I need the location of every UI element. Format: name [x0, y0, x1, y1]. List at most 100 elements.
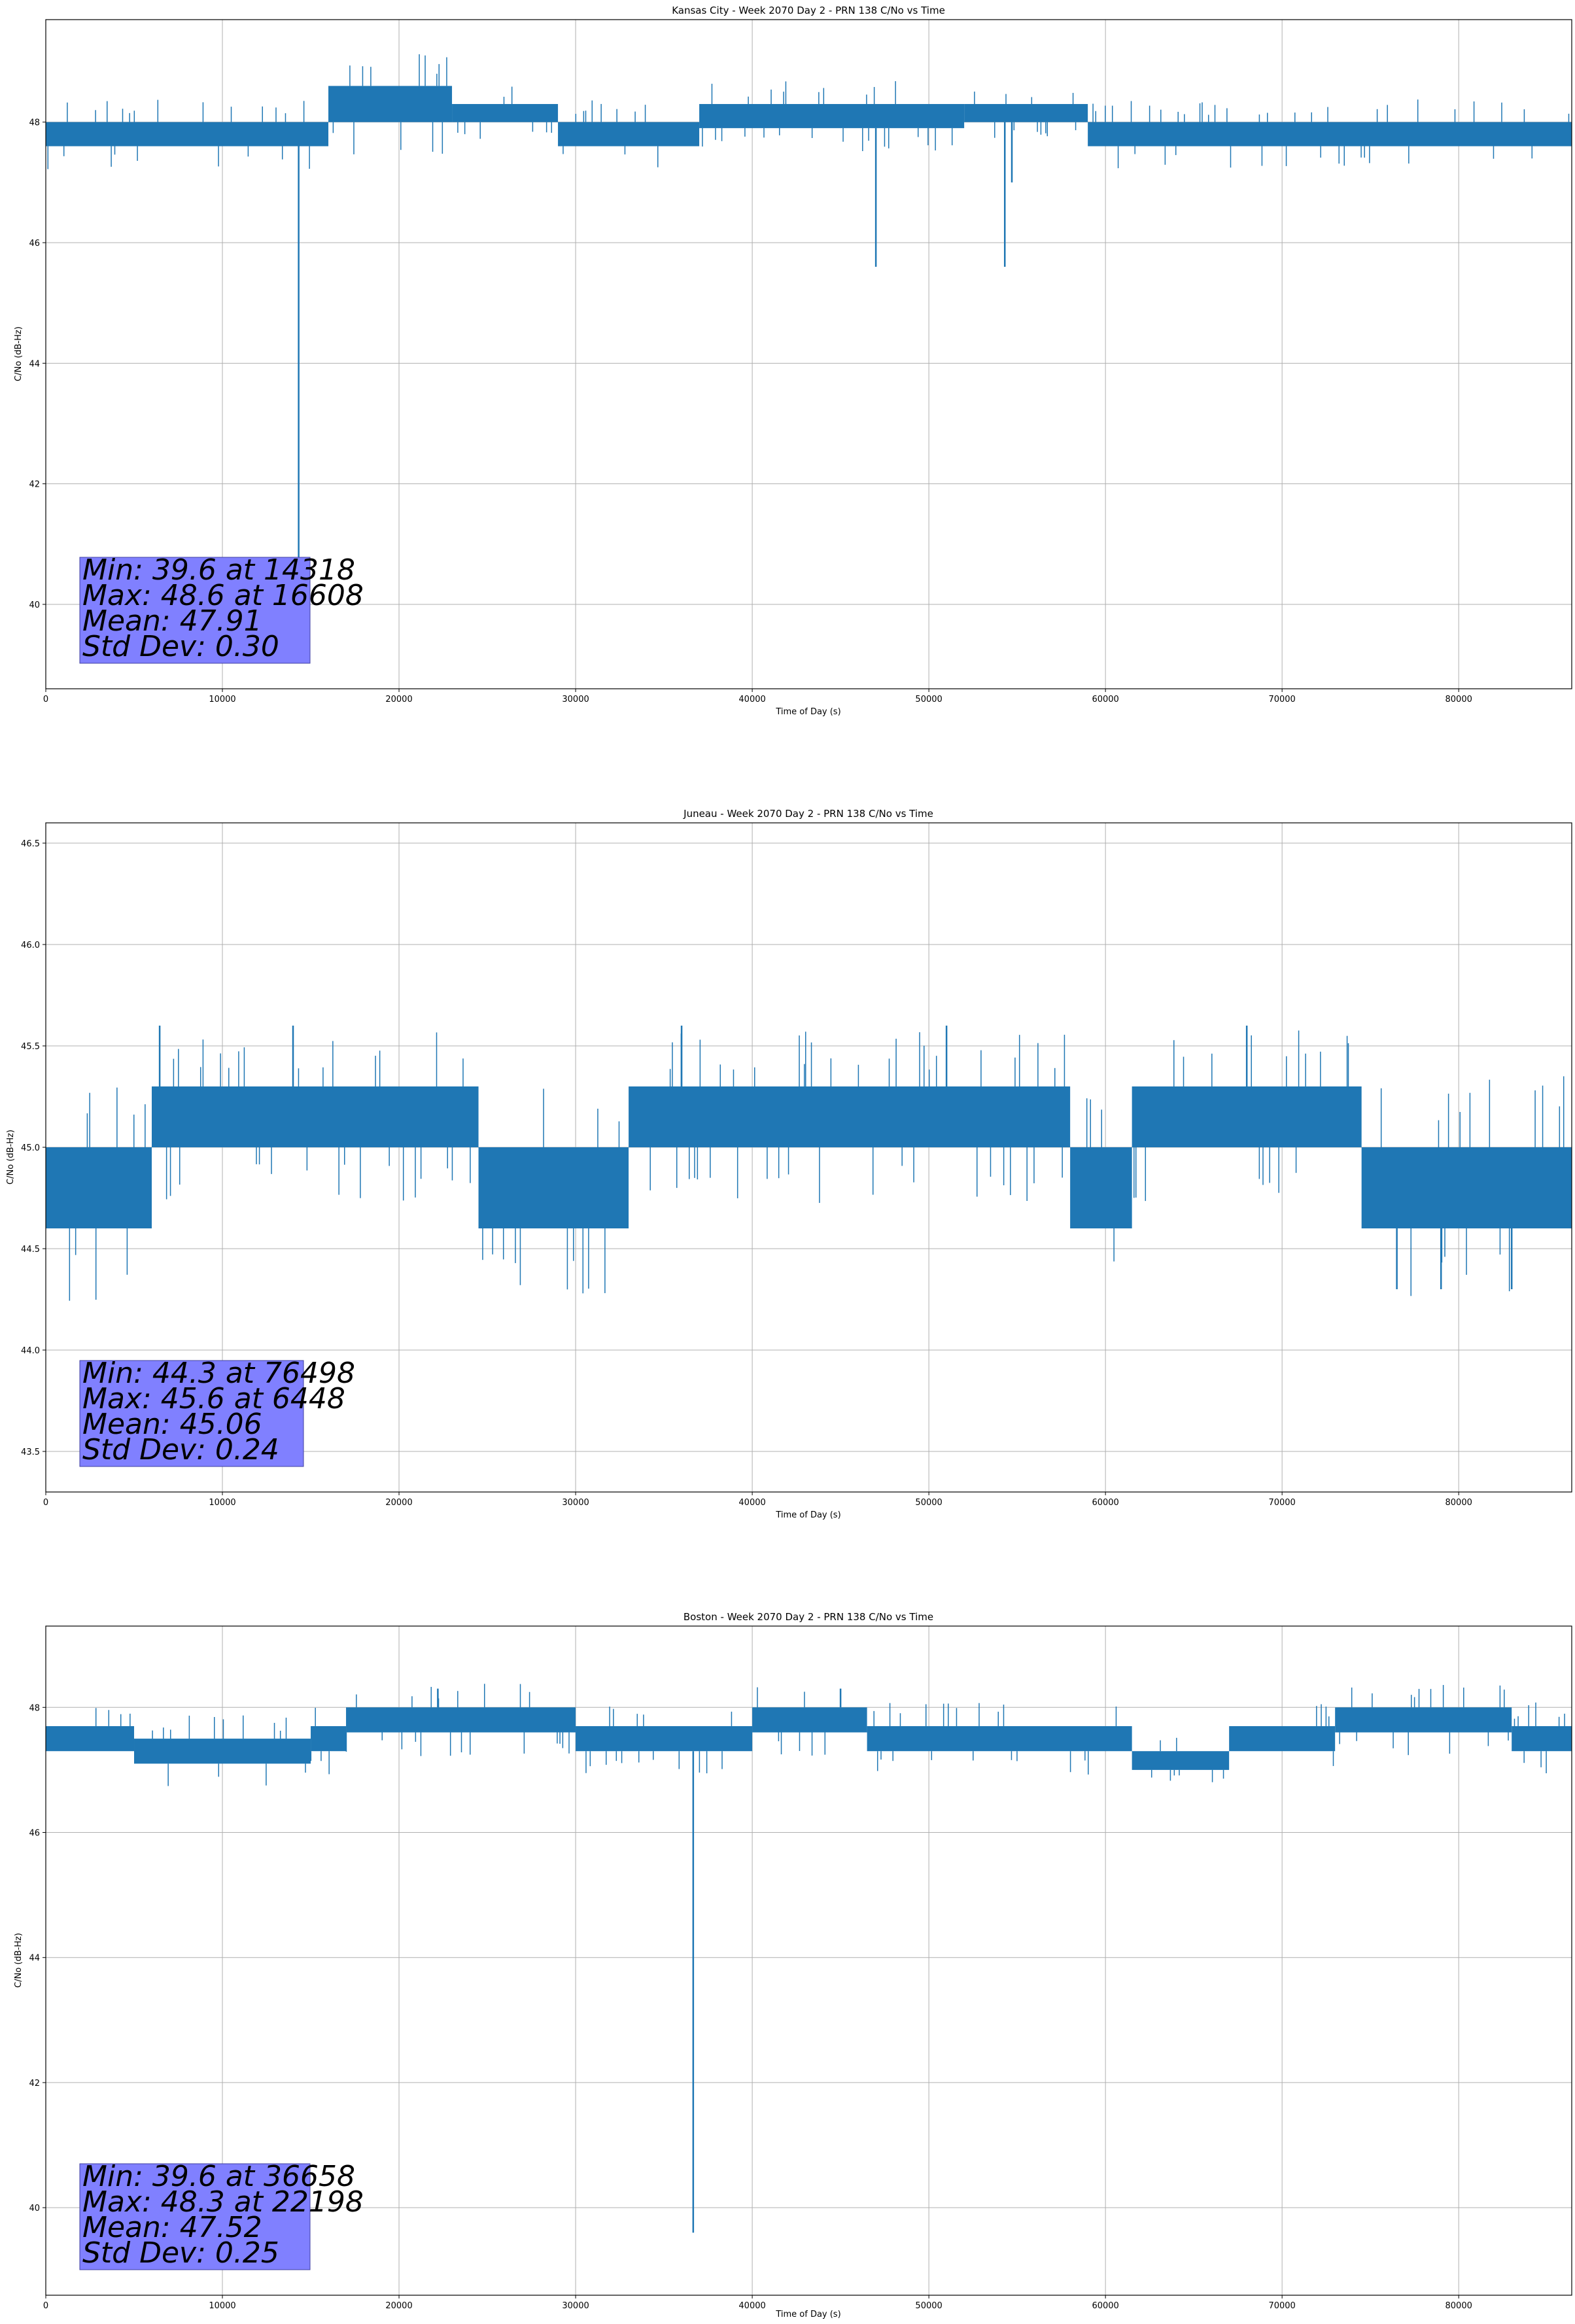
data-band	[1132, 1751, 1230, 1770]
x-tick-label: 40000	[738, 1498, 765, 1508]
data-band	[558, 122, 700, 147]
stat-std-dev: Std Dev: 0.24	[82, 1433, 279, 1466]
data-band	[1132, 1086, 1362, 1147]
x-tick-label: 0	[43, 695, 48, 704]
y-tick-label: 48	[29, 1703, 40, 1713]
chart-juneau: Juneau - Week 2070 Day 2 - PRN 138 C/No …	[6, 808, 1572, 1520]
x-tick-label: 60000	[1092, 2301, 1118, 2311]
x-tick-label: 10000	[209, 2301, 235, 2311]
x-tick-label: 50000	[915, 695, 942, 704]
stat-mean: Mean: 47.91	[82, 604, 262, 638]
chart-kansas-city: Kansas City - Week 2070 Day 2 - PRN 138 …	[14, 5, 1572, 717]
stat-max: Max: 48.6 at 16608	[82, 579, 364, 612]
x-tick-label: 40000	[738, 695, 765, 704]
chart-title: Juneau - Week 2070 Day 2 - PRN 138 C/No …	[683, 808, 933, 820]
y-tick-label: 42	[29, 480, 40, 490]
y-tick-label: 45.5	[21, 1042, 40, 1052]
x-tick-label: 70000	[1268, 695, 1295, 704]
y-tick-label: 48	[29, 118, 40, 128]
x-tick-label: 40000	[738, 2301, 765, 2311]
y-tick-label: 44	[29, 359, 40, 369]
y-axis-ticks: 43.5 44.0 44.5 45.0 45.5 46.0 46.5	[21, 839, 46, 1457]
y-tick-label: 46	[29, 1829, 40, 1839]
x-tick-label: 30000	[562, 695, 589, 704]
data-band	[752, 1707, 867, 1733]
data-band	[328, 86, 453, 122]
data-spikes	[158, 1026, 1513, 1289]
data-band	[1088, 122, 1572, 147]
stat-std-dev: Std Dev: 0.25	[82, 2236, 279, 2270]
data-band	[452, 104, 559, 122]
plot-frame	[45, 1625, 1572, 2296]
stat-std-dev: Std Dev: 0.30	[82, 630, 279, 663]
x-tick-label: 0	[43, 1498, 48, 1508]
x-tick-label: 10000	[209, 1498, 235, 1508]
data-band	[478, 1147, 629, 1228]
stats-box: Min: 44.3 at 76498 Max: 45.6 at 6448 Mea…	[79, 1357, 355, 1467]
x-axis-label: Time of Day (s)	[775, 2310, 840, 2319]
x-tick-label: 60000	[1092, 1498, 1118, 1508]
data-spikes	[298, 122, 1013, 629]
x-tick-label: 70000	[1268, 1498, 1295, 1508]
plot-frame	[45, 822, 1572, 1493]
y-axis-ticks: 40 42 44 46 48	[29, 1703, 46, 2213]
data-spikes	[437, 1688, 842, 2233]
data-band	[1361, 1147, 1572, 1228]
y-axis-label: C/No (dB-Hz)	[14, 1933, 24, 1988]
x-tick-label: 50000	[915, 1498, 942, 1508]
x-axis-label: Time of Day (s)	[775, 1510, 840, 1520]
x-tick-label: 80000	[1445, 1498, 1472, 1508]
x-axis-ticks: 0 10000 20000 30000 40000 50000 60000 70000 8000…	[43, 689, 1472, 704]
x-tick-label: 30000	[562, 1498, 589, 1508]
stat-max: Max: 48.3 at 22198	[82, 2185, 364, 2219]
data-band	[46, 1147, 152, 1228]
y-tick-label: 46.5	[21, 839, 40, 849]
data-band	[46, 1726, 135, 1752]
data-band	[576, 1726, 753, 1752]
data-band	[1229, 1726, 1336, 1752]
data-band	[964, 104, 1088, 122]
x-tick-label: 50000	[915, 2301, 942, 2311]
stat-min: Min: 39.6 at 14318	[82, 553, 355, 587]
chart-title: Boston - Week 2070 Day 2 - PRN 138 C/No …	[684, 1611, 933, 1623]
data-band	[1512, 1726, 1572, 1752]
y-tick-label: 46	[29, 239, 40, 249]
y-tick-label: 44	[29, 1954, 40, 1964]
chart-boston: Boston - Week 2070 Day 2 - PRN 138 C/No …	[14, 1611, 1572, 2319]
x-tick-label: 30000	[562, 2301, 589, 2311]
data-band	[699, 104, 965, 128]
y-tick-label: 40	[29, 2204, 40, 2213]
plot-frame	[45, 19, 1572, 689]
data-band	[311, 1726, 347, 1752]
x-axis-ticks: 0 10000 20000 30000 40000 50000 60000 70000 8000…	[43, 2295, 1472, 2311]
x-tick-label: 80000	[1445, 695, 1472, 704]
data-band	[1070, 1147, 1132, 1228]
x-tick-label: 70000	[1268, 2301, 1295, 2311]
data-bands	[46, 1684, 1572, 1786]
x-tick-label: 20000	[385, 1498, 412, 1508]
y-axis-label: C/No (dB-Hz)	[14, 326, 24, 381]
x-axis-ticks: 0 10000 20000 30000 40000 50000 60000 70000 8000…	[43, 1492, 1472, 1508]
x-tick-label: 0	[43, 2301, 48, 2311]
y-tick-label: 45.0	[21, 1143, 40, 1153]
data-band	[134, 1739, 311, 1764]
data-band	[1335, 1707, 1512, 1733]
data-band	[346, 1707, 576, 1733]
x-tick-label: 80000	[1445, 2301, 1472, 2311]
y-tick-label: 40	[29, 600, 40, 610]
x-tick-label: 20000	[385, 695, 412, 704]
x-tick-label: 20000	[385, 2301, 412, 2311]
data-band	[46, 122, 329, 147]
y-axis-ticks: 40 42 44 46 48	[29, 118, 46, 610]
x-tick-label: 10000	[209, 695, 235, 704]
data-band	[629, 1086, 1071, 1147]
stat-max: Max: 45.6 at 6448	[82, 1382, 345, 1415]
stat-min: Min: 44.3 at 76498	[82, 1357, 355, 1390]
stats-box: Min: 39.6 at 36658 Max: 48.3 at 22198 Me…	[79, 2160, 364, 2270]
data-bands	[46, 54, 1572, 169]
stat-mean: Mean: 47.52	[82, 2211, 262, 2244]
stats-box: Min: 39.6 at 14318 Max: 48.6 at 16608 Me…	[79, 553, 364, 664]
y-axis-label: C/No (dB-Hz)	[6, 1130, 16, 1185]
data-band	[152, 1086, 479, 1147]
